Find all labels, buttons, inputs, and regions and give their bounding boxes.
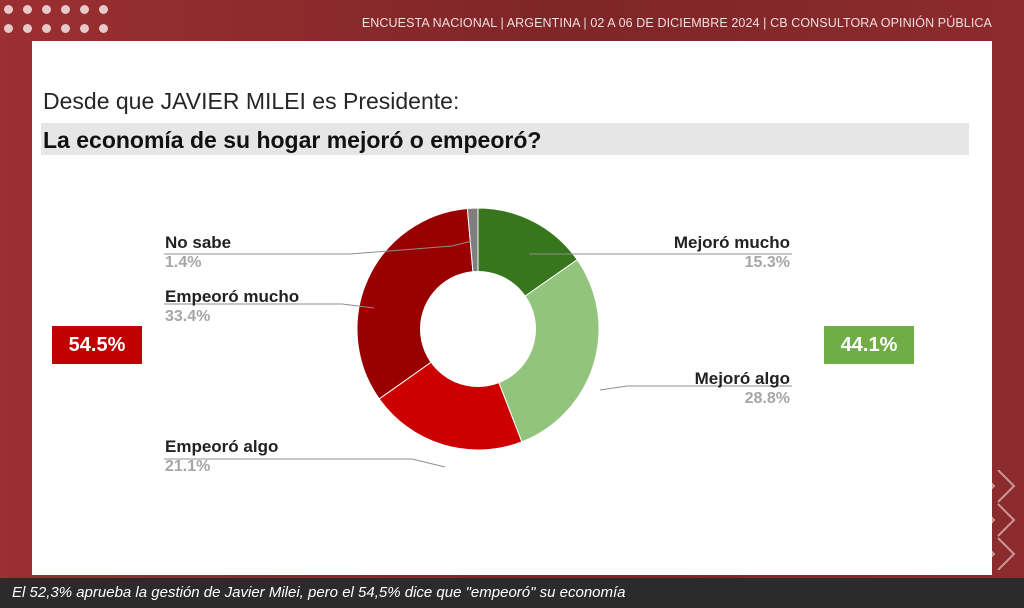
slice-value: 28.8% xyxy=(744,390,790,407)
label-empeoro-mucho: Empeoró mucho 33.4% xyxy=(165,287,299,326)
question-title: La economía de su hogar mejoró o empeoró… xyxy=(43,127,542,153)
label-no-sabe: No sabe 1.4% xyxy=(165,233,231,272)
slice-value: 33.4% xyxy=(165,308,211,325)
label-mejoro-mucho: Mejoró mucho 15.3% xyxy=(674,233,790,272)
donut-slice-empeor-algo xyxy=(378,328,523,451)
chart-card: Desde que JAVIER MILEI es Presidente: La… xyxy=(32,41,992,575)
slice-value: 21.1% xyxy=(165,458,211,475)
dots-decoration-icon xyxy=(4,5,114,41)
slice-name: Empeoró algo xyxy=(165,437,279,456)
slice-name: Empeoró mucho xyxy=(165,287,300,306)
slice-name: No sabe xyxy=(165,233,232,252)
donut-slice-mejor-mucho xyxy=(477,207,578,330)
slice-name: Mejoró mucho xyxy=(673,233,790,252)
total-positive-badge: 44.1% xyxy=(824,326,914,364)
survey-header: ENCUESTA NACIONAL | ARGENTINA | 02 A 06 … xyxy=(361,16,992,30)
donut-slice-empeor-mucho xyxy=(356,207,479,400)
slice-name: Mejoró algo xyxy=(694,369,790,388)
slice-value: 15.3% xyxy=(744,254,790,271)
donut-slice-no-sabe xyxy=(466,207,479,330)
slice-value: 1.4% xyxy=(165,254,202,271)
label-mejoro-algo: Mejoró algo 28.8% xyxy=(695,369,790,408)
caption: El 52,3% aprueba la gestión de Javier Mi… xyxy=(0,578,1024,608)
total-negative-badge: 54.5% xyxy=(52,326,142,364)
question-intro: Desde que JAVIER MILEI es Presidente: xyxy=(43,88,460,114)
donut-slice-mejor-algo xyxy=(477,259,600,443)
question-band xyxy=(41,123,969,155)
label-empeoro-algo: Empeoró algo 21.1% xyxy=(165,437,278,476)
